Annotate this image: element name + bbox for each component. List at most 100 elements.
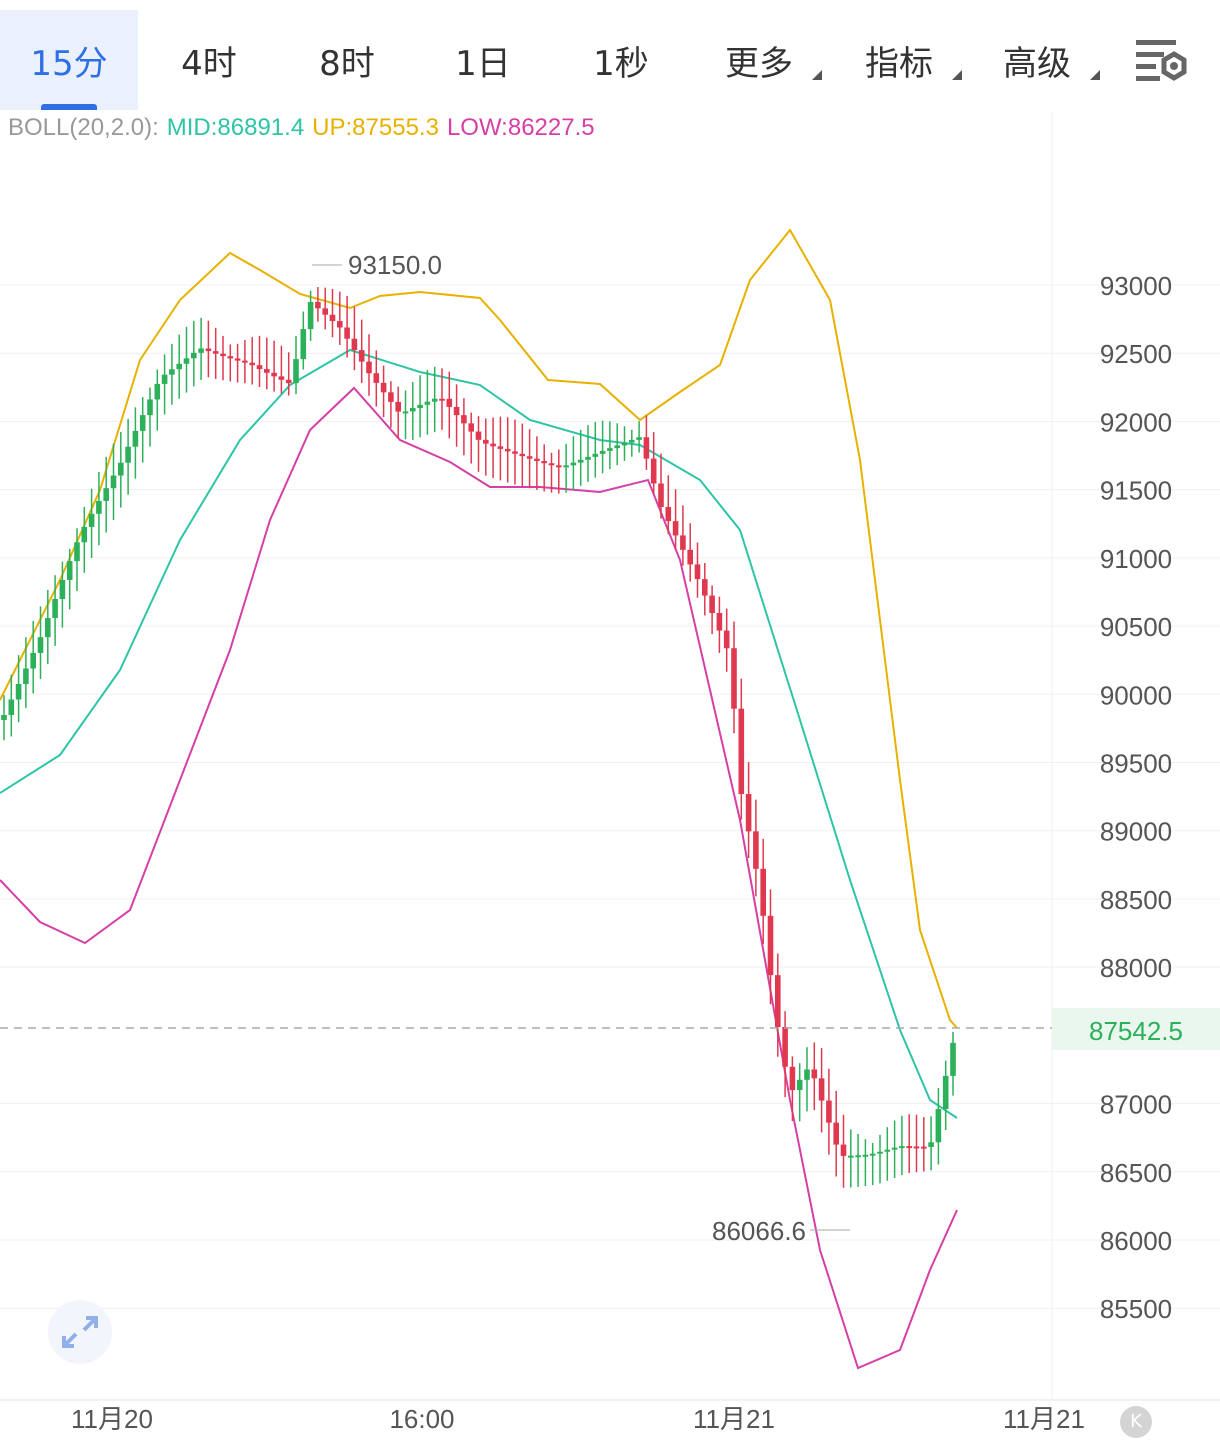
tab-label: 1秒 [593, 43, 649, 84]
last-price-tag [1052, 1008, 1220, 1050]
candle-body [285, 379, 292, 384]
candle-body [475, 431, 482, 440]
candle-body [563, 465, 569, 468]
candle-body [461, 415, 467, 424]
candle-body [380, 382, 387, 393]
candle-body [614, 445, 620, 449]
scroll-to-latest-button[interactable]: K [1120, 1406, 1152, 1438]
candle-body [66, 561, 73, 580]
chart-settings-icon [1136, 40, 1187, 81]
expand-chart-button[interactable] [48, 1300, 112, 1364]
candle-body [672, 521, 679, 536]
tab-label: 15分 [30, 43, 108, 84]
candle-body [716, 613, 723, 631]
y-tick-label: 88000 [1100, 953, 1172, 983]
tab-3[interactable]: 1日 [414, 10, 552, 110]
candle-body [212, 351, 219, 354]
candle-body [337, 321, 343, 328]
candle-body [490, 443, 496, 447]
candle-body [198, 348, 204, 353]
candle-body [687, 549, 693, 565]
tab-6[interactable]: 指标 [830, 10, 968, 110]
candle-body [45, 618, 51, 638]
candle-body [307, 301, 314, 330]
candle-body [775, 975, 781, 1027]
candle-body [154, 383, 161, 400]
tab-2[interactable]: 8时 [278, 10, 416, 110]
expand-icon [62, 1316, 98, 1348]
candle-body [607, 448, 613, 451]
candle-body [30, 652, 36, 669]
y-tick-label: 85500 [1100, 1294, 1172, 1324]
candle-body [519, 453, 526, 457]
candle-body [37, 637, 44, 653]
candle-body [942, 1075, 949, 1110]
y-tick-label: 92500 [1100, 339, 1172, 369]
candle-body [351, 338, 358, 351]
boll-indicator-readout: BOLL(20,2.0): MID:86891.4 UP:87555.3 LOW:86… [8, 114, 603, 142]
dropdown-caret-icon [952, 70, 962, 80]
candle-body [745, 793, 752, 832]
chart-settings-button[interactable] [1132, 36, 1192, 88]
candle-body [103, 488, 109, 501]
boll-name: BOLL(20,2.0): [8, 114, 159, 141]
price-chart[interactable]: 93000 92500 92000 91500 91000 90500 90000 89500… [0, 112, 1220, 1448]
candle-body [913, 1146, 920, 1149]
active-tab-underline [41, 104, 97, 110]
y-tick-label: 93000 [1100, 271, 1172, 301]
candle-body [264, 369, 270, 373]
y-tick-label: 91500 [1100, 476, 1172, 506]
candle-body [388, 392, 394, 402]
candle-body [796, 1079, 803, 1091]
candle-body [680, 535, 686, 550]
tab-4[interactable]: 1秒 [552, 10, 690, 110]
candle-body [242, 360, 248, 363]
candle-body [23, 668, 29, 685]
candle-body [59, 579, 66, 599]
tab-label: 更多 [725, 43, 793, 84]
candle-body [249, 362, 255, 366]
tab-1[interactable]: 4时 [140, 10, 278, 110]
candle-body [220, 353, 226, 357]
candle-body [110, 475, 117, 489]
tab-0[interactable]: 15分 [0, 10, 138, 110]
boll-low: LOW:86227.5 [446, 114, 595, 141]
candle-body [278, 376, 285, 380]
tab-7[interactable]: 高级 [968, 10, 1106, 110]
tab-label: 指标 [865, 43, 933, 84]
candle-body [344, 327, 350, 339]
tab-label: 高级 [1003, 43, 1071, 84]
tab-label: 4时 [181, 43, 237, 84]
y-tick-label: 86500 [1100, 1158, 1172, 1188]
tab-5[interactable]: 更多 [690, 10, 828, 110]
x-tick-label: 11月21 [693, 1404, 775, 1434]
candle-body [431, 398, 438, 402]
candle-body [650, 458, 657, 484]
candle-body [176, 363, 182, 370]
candle-body [928, 1142, 934, 1147]
candle-body [191, 352, 197, 359]
candle-body [125, 446, 131, 463]
candle-body [643, 437, 650, 459]
candle-body [877, 1151, 883, 1154]
candle-body [81, 526, 88, 543]
candle-body [169, 369, 175, 375]
candle-body [694, 564, 701, 580]
candle-body [753, 831, 759, 869]
candle-body [8, 699, 15, 715]
candle-body [329, 314, 336, 322]
y-tick-label: 90500 [1100, 612, 1172, 642]
x-tick-label: 11月20 [71, 1404, 153, 1434]
y-tick-label: 86000 [1100, 1226, 1172, 1256]
candle-body [395, 401, 401, 412]
candle-body [548, 463, 555, 466]
tab-label: 8时 [319, 43, 375, 84]
candle-body [534, 458, 540, 462]
dropdown-caret-icon [812, 70, 822, 80]
candle-body [760, 868, 766, 916]
candle-body [789, 1066, 796, 1091]
candle-body [402, 411, 409, 414]
candle-body [636, 437, 642, 440]
candle-body [891, 1147, 898, 1150]
candle-body [723, 630, 730, 649]
